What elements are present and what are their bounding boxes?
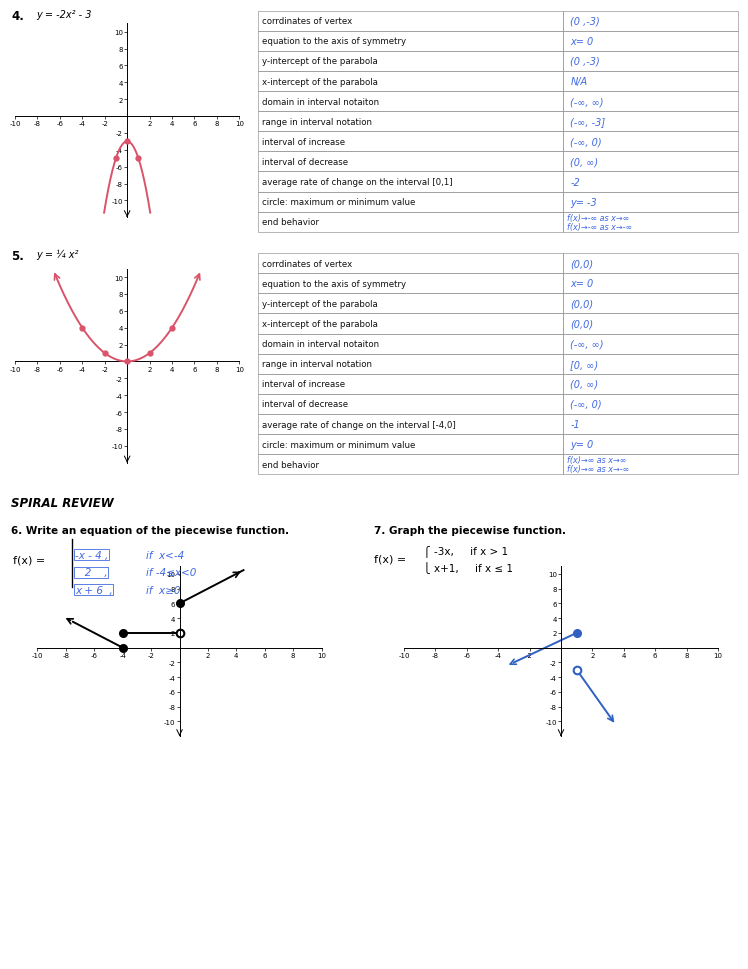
Text: 4.: 4. xyxy=(11,10,24,22)
Text: equation to the axis of symmetry: equation to the axis of symmetry xyxy=(262,37,406,47)
Text: (0,0): (0,0) xyxy=(571,299,594,309)
Text: average rate of change on the interval [0,1]: average rate of change on the interval [… xyxy=(262,178,453,187)
Text: f(x)→∞ as x→∞: f(x)→∞ as x→∞ xyxy=(568,455,627,465)
Text: circle: maximum or minimum value: circle: maximum or minimum value xyxy=(262,440,415,450)
Text: (0, ∞): (0, ∞) xyxy=(571,380,598,390)
Text: ⎩ x+1,     if x ≤ 1: ⎩ x+1, if x ≤ 1 xyxy=(423,562,512,574)
Text: range in interval notation: range in interval notation xyxy=(262,359,372,369)
Text: x-intercept of the parabola: x-intercept of the parabola xyxy=(262,320,378,328)
Text: (0, ∞): (0, ∞) xyxy=(571,157,598,168)
Text: (-∞, ∞): (-∞, ∞) xyxy=(571,97,604,107)
Text: corrdinates of vertex: corrdinates of vertex xyxy=(262,17,352,26)
Text: average rate of change on the interval [-4,0]: average rate of change on the interval [… xyxy=(262,421,456,429)
Text: (0 ,-3): (0 ,-3) xyxy=(571,16,600,27)
Text: equation to the axis of symmetry: equation to the axis of symmetry xyxy=(262,279,406,289)
Text: domain in interval notaiton: domain in interval notaiton xyxy=(262,98,379,107)
Text: x + 6  ,: x + 6 , xyxy=(75,585,112,595)
Text: (0,0): (0,0) xyxy=(571,259,594,269)
Text: 6. Write an equation of the piecewise function.: 6. Write an equation of the piecewise fu… xyxy=(11,525,289,535)
Text: y = -2x² - 3: y = -2x² - 3 xyxy=(36,10,91,19)
Text: range in interval notation: range in interval notation xyxy=(262,117,372,127)
Text: end behavior: end behavior xyxy=(262,218,319,227)
Text: domain in interval notaiton: domain in interval notaiton xyxy=(262,340,379,349)
Text: y-intercept of the parabola: y-intercept of the parabola xyxy=(262,57,378,66)
Text: f(x)→-∞ as x→∞: f(x)→-∞ as x→∞ xyxy=(568,213,630,223)
Text: N/A: N/A xyxy=(571,77,588,87)
Text: -x - 4 ,: -x - 4 , xyxy=(75,550,108,560)
Text: (-∞, 0): (-∞, 0) xyxy=(571,138,602,147)
Text: -2: -2 xyxy=(571,177,580,187)
Text: y= -3: y= -3 xyxy=(571,198,597,207)
Text: interval of increase: interval of increase xyxy=(262,380,345,389)
Text: interval of increase: interval of increase xyxy=(262,138,345,146)
Text: f(x) =: f(x) = xyxy=(374,554,406,564)
Text: if  x<-4: if x<-4 xyxy=(146,550,184,560)
Text: (-∞, -3]: (-∞, -3] xyxy=(571,117,606,127)
Text: [0, ∞): [0, ∞) xyxy=(571,359,598,369)
Text: interval of decrease: interval of decrease xyxy=(262,400,348,409)
Text: x-intercept of the parabola: x-intercept of the parabola xyxy=(262,78,378,86)
Text: y = ¼ x²: y = ¼ x² xyxy=(36,250,79,261)
Text: circle: maximum or minimum value: circle: maximum or minimum value xyxy=(262,198,415,207)
Text: SPIRAL REVIEW: SPIRAL REVIEW xyxy=(11,496,114,509)
Text: end behavior: end behavior xyxy=(262,460,319,469)
Text: 2    ,: 2 , xyxy=(75,568,108,578)
Text: y= 0: y= 0 xyxy=(571,440,594,450)
Text: x= 0: x= 0 xyxy=(571,279,594,289)
Text: f(x)→-∞ as x→-∞: f(x)→-∞ as x→-∞ xyxy=(568,223,633,232)
Text: (0 ,-3): (0 ,-3) xyxy=(571,57,600,67)
Text: f(x)→∞ as x→-∞: f(x)→∞ as x→-∞ xyxy=(568,465,630,474)
Text: (-∞, 0): (-∞, 0) xyxy=(571,399,602,410)
Text: f(x) =: f(x) = xyxy=(13,555,46,565)
Text: interval of decrease: interval of decrease xyxy=(262,158,348,167)
Text: (-∞, ∞): (-∞, ∞) xyxy=(571,339,604,349)
Text: if  x≥0: if x≥0 xyxy=(146,585,180,595)
Text: y-intercept of the parabola: y-intercept of the parabola xyxy=(262,299,378,308)
Text: 7. Graph the piecewise function.: 7. Graph the piecewise function. xyxy=(374,525,566,535)
Text: corrdinates of vertex: corrdinates of vertex xyxy=(262,260,352,268)
Text: -1: -1 xyxy=(571,420,580,429)
Text: if -4≤x<0: if -4≤x<0 xyxy=(146,568,196,578)
Text: 5.: 5. xyxy=(11,250,24,263)
Text: x= 0: x= 0 xyxy=(571,37,594,47)
Text: ⎧ -3x,     if x > 1: ⎧ -3x, if x > 1 xyxy=(423,545,508,556)
Text: (0,0): (0,0) xyxy=(571,319,594,329)
